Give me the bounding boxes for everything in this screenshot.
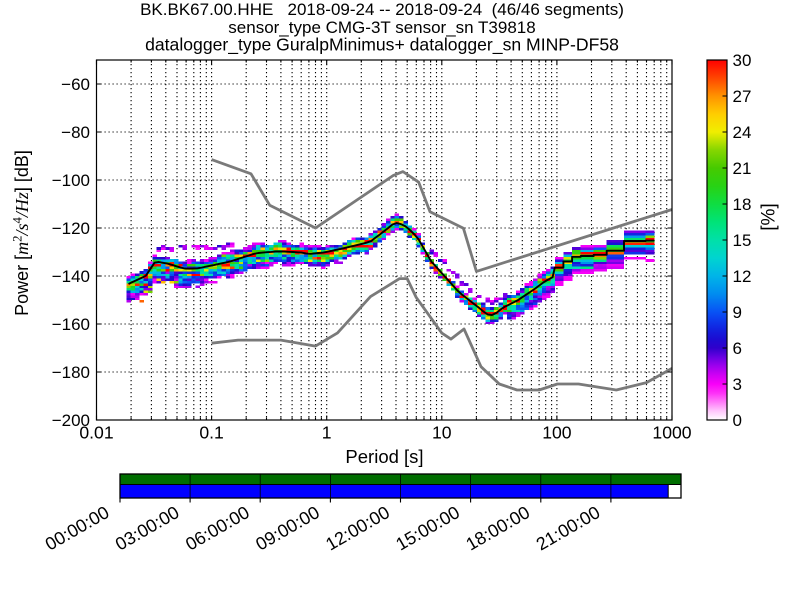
svg-text:sensor_type CMG-3T sensor_sn T: sensor_type CMG-3T sensor_sn T39818 [228,18,535,37]
svg-text:Power [m2/s4/Hz] [dB]: Power [m2/s4/Hz] [dB] [11,150,33,316]
svg-text:[%]: [%] [759,203,780,230]
svg-text:−100: −100 [52,171,90,190]
svg-text:10: 10 [432,423,452,443]
svg-text:100: 100 [542,423,572,443]
svg-text:18:00:00: 18:00:00 [463,502,534,554]
svg-text:−200: −200 [52,411,90,430]
svg-text:9: 9 [733,303,742,322]
svg-text:00:00:00: 00:00:00 [42,502,113,554]
svg-text:1: 1 [322,423,332,443]
svg-text:03:00:00: 03:00:00 [112,502,183,554]
svg-text:18: 18 [733,195,752,214]
svg-text:15: 15 [733,231,752,250]
svg-text:21: 21 [733,159,752,178]
svg-text:27: 27 [733,87,752,106]
svg-text:BK.BK67.00.HHE 2018-09-24 --: BK.BK67.00.HHE 2018-09-24 -- 2018-09-24 … [140,0,624,19]
svg-text:0: 0 [733,411,742,430]
svg-text:−80: −80 [61,123,90,142]
svg-text:0.1: 0.1 [199,423,223,443]
svg-text:3: 3 [733,375,742,394]
svg-text:−140: −140 [52,267,90,286]
svg-text:12: 12 [733,267,752,286]
svg-text:−60: −60 [61,75,90,94]
svg-text:15:00:00: 15:00:00 [392,502,463,554]
svg-text:06:00:00: 06:00:00 [182,502,253,554]
svg-text:30: 30 [733,51,752,70]
svg-text:24: 24 [733,123,752,142]
svg-text:0.01: 0.01 [79,423,113,443]
svg-text:−160: −160 [52,315,90,334]
svg-text:−180: −180 [52,363,90,382]
svg-text:Period [s]: Period [s] [345,446,423,467]
svg-text:−120: −120 [52,219,90,238]
svg-text:09:00:00: 09:00:00 [252,502,323,554]
svg-text:21:00:00: 21:00:00 [533,502,604,554]
svg-text:1000: 1000 [652,423,691,443]
svg-text:12:00:00: 12:00:00 [322,502,393,554]
svg-text:6: 6 [733,339,742,358]
svg-text:datalogger_type GuralpMinimus+: datalogger_type GuralpMinimus+ datalogge… [145,35,619,56]
